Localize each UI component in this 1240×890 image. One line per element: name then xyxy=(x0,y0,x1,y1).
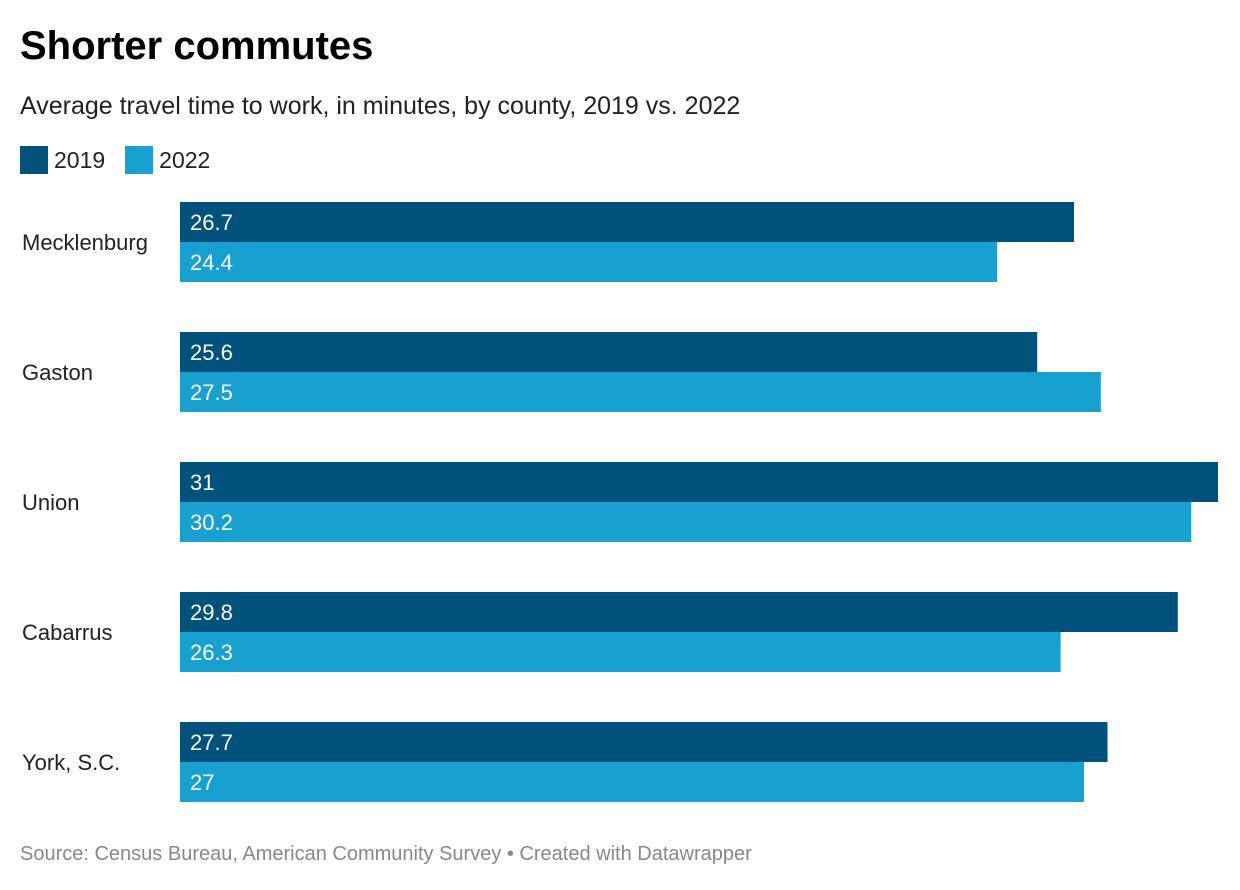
legend-swatch-2019 xyxy=(20,146,48,174)
bar-mecklenburg-2022 xyxy=(180,242,998,282)
category-label-union: Union xyxy=(22,490,79,515)
legend-item-2022: 2022 xyxy=(125,146,210,174)
bar-cabarrus-2022 xyxy=(180,632,1061,672)
data-label-cabarrus-2022: 26.3 xyxy=(190,640,233,665)
bar-chart: Mecklenburg 26.7 24.4 Gaston 25.6 27.5 Union 31… xyxy=(22,202,1218,802)
category-label-cabarrus: Cabarrus xyxy=(22,620,112,645)
legend: 2019 2022 xyxy=(20,146,230,174)
legend-label-2019: 2019 xyxy=(54,147,106,173)
data-label-york-s-c-2019: 27.7 xyxy=(190,730,233,755)
data-label-gaston-2022: 27.5 xyxy=(190,380,233,405)
chart-subtitle: Average travel time to work, in minutes,… xyxy=(20,92,741,120)
chart-title: Shorter commutes xyxy=(20,24,374,68)
data-label-mecklenburg-2019: 26.7 xyxy=(190,210,233,235)
data-label-cabarrus-2019: 29.8 xyxy=(190,600,233,625)
bar-gaston-2019 xyxy=(180,332,1038,372)
category-label-york-s-c: York, S.C. xyxy=(22,750,120,775)
bar-gaston-2022 xyxy=(180,372,1101,412)
data-label-union-2022: 30.2 xyxy=(190,510,233,535)
bar-cabarrus-2019 xyxy=(180,592,1178,632)
legend-swatch-2022 xyxy=(125,146,154,174)
data-label-york-s-c-2022: 27 xyxy=(190,770,214,795)
category-label-gaston: Gaston xyxy=(22,360,93,385)
bar-mecklenburg-2019 xyxy=(180,202,1075,242)
bar-york-s-c-2019 xyxy=(180,722,1108,762)
data-label-union-2019: 31 xyxy=(190,470,214,495)
category-label-mecklenburg: Mecklenburg xyxy=(22,230,148,255)
legend-label-2022: 2022 xyxy=(159,147,211,173)
legend-item-2019: 2019 xyxy=(20,146,105,174)
data-label-gaston-2019: 25.6 xyxy=(190,340,233,365)
data-label-mecklenburg-2022: 24.4 xyxy=(190,250,233,275)
bar-union-2019 xyxy=(180,462,1218,502)
bar-york-s-c-2022 xyxy=(180,762,1085,802)
bar-union-2022 xyxy=(180,502,1192,542)
source-note: Source: Census Bureau, American Communit… xyxy=(20,843,752,865)
